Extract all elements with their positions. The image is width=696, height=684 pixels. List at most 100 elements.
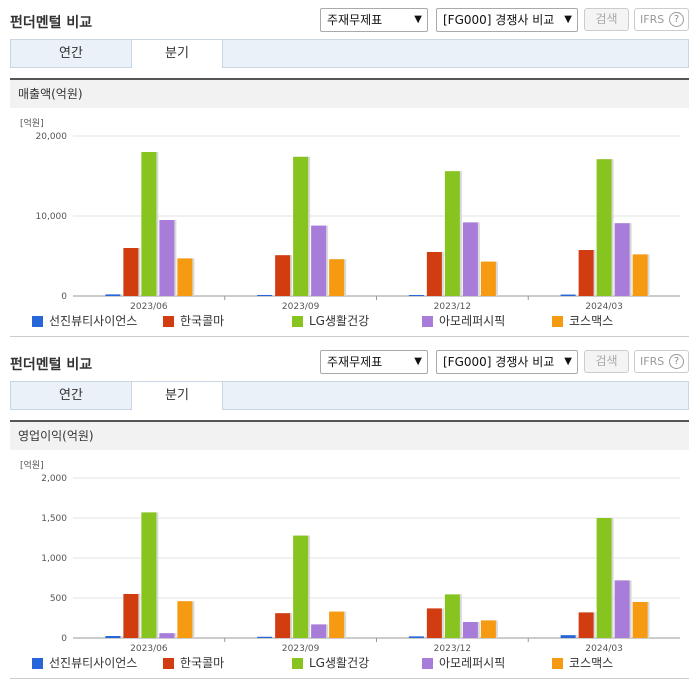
- bar: [141, 152, 157, 296]
- legend-item-kolmar-korea[interactable]: 한국콜마: [163, 654, 224, 672]
- legend-item-sunjin-beauty[interactable]: 선진뷰티사이언스: [32, 312, 137, 330]
- chart-legend: 선진뷰티사이언스 한국콜마 LG생활건강 아모레퍼시픽 코스맥스: [0, 654, 696, 672]
- bar: [275, 613, 291, 638]
- bar: [408, 295, 424, 296]
- compare-select[interactable]: [FG000] 경쟁사 비교 ▼: [436, 8, 578, 32]
- legend-item-cosmax[interactable]: 코스맥스: [552, 654, 613, 672]
- legend-item-cosmax[interactable]: 코스맥스: [552, 312, 613, 330]
- bar: [480, 620, 496, 638]
- ifrs-label: IFRS: [640, 13, 665, 26]
- y-unit-label: [억원]: [20, 459, 44, 471]
- fundamental-panel-sales: 펀더멘털 비교 주재무제표 ▼ [FG000] 경쟁사 비교 ▼ 검색 IFRS…: [0, 0, 696, 337]
- y-tick-label: 0: [61, 292, 67, 302]
- chevron-down-icon: ▼: [564, 14, 572, 25]
- y-unit-label: [억원]: [20, 117, 44, 129]
- x-tick-label: 2024/03: [585, 644, 622, 654]
- bar: [105, 636, 121, 638]
- bar: [105, 294, 121, 296]
- bar: [123, 594, 139, 638]
- bar: [141, 512, 157, 638]
- y-tick-label: 0: [61, 634, 67, 644]
- ifrs-label: IFRS: [640, 355, 665, 368]
- search-button[interactable]: 검색: [584, 350, 629, 373]
- legend-swatch: [292, 316, 303, 327]
- bar: [311, 624, 327, 638]
- statement-select-value: 주재무제표: [327, 355, 383, 369]
- legend-label: 한국콜마: [180, 314, 225, 328]
- bar: [632, 254, 648, 296]
- ifrs-info-button[interactable]: IFRS ?: [634, 8, 689, 31]
- help-icon: ?: [669, 354, 684, 369]
- legend-item-sunjin-beauty[interactable]: 선진뷰티사이언스: [32, 654, 137, 672]
- x-tick-label: 2023/12: [434, 302, 471, 312]
- legend-label: LG생활건강: [309, 314, 370, 328]
- tab-annual[interactable]: 연간: [59, 46, 83, 61]
- panel-header: 펀더멘털 비교 주재무제표 ▼ [FG000] 경쟁사 비교 ▼ 검색 IFRS…: [0, 0, 696, 34]
- chevron-down-icon: ▼: [414, 356, 422, 367]
- x-tick-label: 2023/09: [282, 302, 320, 312]
- tab-quarterly[interactable]: 분기: [131, 382, 223, 410]
- bar: [578, 612, 594, 638]
- bar: [614, 580, 630, 638]
- bar: [159, 220, 175, 296]
- bar: [578, 250, 594, 296]
- bar: [614, 223, 630, 296]
- period-tabs: 연간 분기: [10, 39, 689, 68]
- panel-divider: [10, 336, 689, 337]
- bar: [560, 294, 576, 296]
- bar: [275, 255, 291, 296]
- chevron-down-icon: ▼: [414, 14, 422, 25]
- help-icon: ?: [669, 12, 684, 27]
- legend-swatch: [422, 658, 433, 669]
- bar: [560, 635, 576, 638]
- panel-title: 펀더멘털 비교: [10, 357, 93, 373]
- bar: [462, 222, 478, 296]
- legend-item-amorepacific[interactable]: 아모레퍼시픽: [422, 312, 505, 330]
- x-tick-label: 2023/12: [434, 644, 471, 654]
- panel-divider: [10, 678, 689, 679]
- bar: [444, 594, 460, 638]
- bar: [293, 156, 309, 296]
- legend-item-lg-hnh[interactable]: LG생활건강: [292, 312, 369, 330]
- legend-swatch: [163, 316, 174, 327]
- bar: [596, 518, 612, 638]
- legend-item-amorepacific[interactable]: 아모레퍼시픽: [422, 654, 505, 672]
- chart-legend: 선진뷰티사이언스 한국콜마 LG생활건강 아모레퍼시픽 코스맥스: [0, 312, 696, 330]
- bar: [257, 294, 273, 296]
- legend-swatch: [32, 658, 43, 669]
- bar: [329, 259, 345, 296]
- panel-title: 펀더멘털 비교: [10, 15, 93, 31]
- bar: [123, 248, 139, 296]
- chart-subtitle: 매출액(억원): [10, 78, 689, 108]
- search-button[interactable]: 검색: [584, 8, 629, 31]
- legend-label: 선진뷰티사이언스: [49, 314, 138, 328]
- chevron-down-icon: ▼: [564, 356, 572, 367]
- ifrs-info-button[interactable]: IFRS ?: [634, 350, 689, 373]
- tab-quarterly[interactable]: 분기: [131, 40, 223, 68]
- legend-swatch: [32, 316, 43, 327]
- bar: [177, 258, 193, 296]
- period-tabs: 연간 분기: [10, 381, 689, 410]
- legend-swatch: [292, 658, 303, 669]
- bar: [408, 636, 424, 638]
- fundamental-panel-operating-profit: 펀더멘털 비교 주재무제표 ▼ [FG000] 경쟁사 비교 ▼ 검색 IFRS…: [0, 342, 696, 679]
- compare-select[interactable]: [FG000] 경쟁사 비교 ▼: [436, 350, 578, 374]
- compare-select-value: [FG000] 경쟁사 비교: [443, 355, 555, 369]
- bar: [159, 633, 175, 638]
- bar: [426, 252, 442, 296]
- y-tick-label: 2,000: [41, 474, 67, 484]
- statement-select[interactable]: 주재무제표 ▼: [320, 8, 428, 32]
- legend-label: 코스맥스: [569, 314, 614, 328]
- legend-swatch: [422, 316, 433, 327]
- sales-bar-chart: [억원] 0 10,000 20,000 2023/06 2023/09 2023/12 20…: [20, 117, 680, 312]
- operating-profit-bar-chart: [억원] 0 500 1,000 1,500 2,000 2023/06 2023/09 202…: [20, 459, 680, 654]
- x-tick-label: 2023/09: [282, 644, 320, 654]
- legend-item-lg-hnh[interactable]: LG생활건강: [292, 654, 369, 672]
- statement-select[interactable]: 주재무제표 ▼: [320, 350, 428, 374]
- legend-label: 한국콜마: [180, 656, 225, 670]
- legend-item-kolmar-korea[interactable]: 한국콜마: [163, 312, 224, 330]
- y-tick-label: 20,000: [36, 132, 68, 142]
- legend-label: 아모레퍼시픽: [439, 656, 506, 670]
- bar: [480, 261, 496, 296]
- tab-annual[interactable]: 연간: [59, 388, 83, 403]
